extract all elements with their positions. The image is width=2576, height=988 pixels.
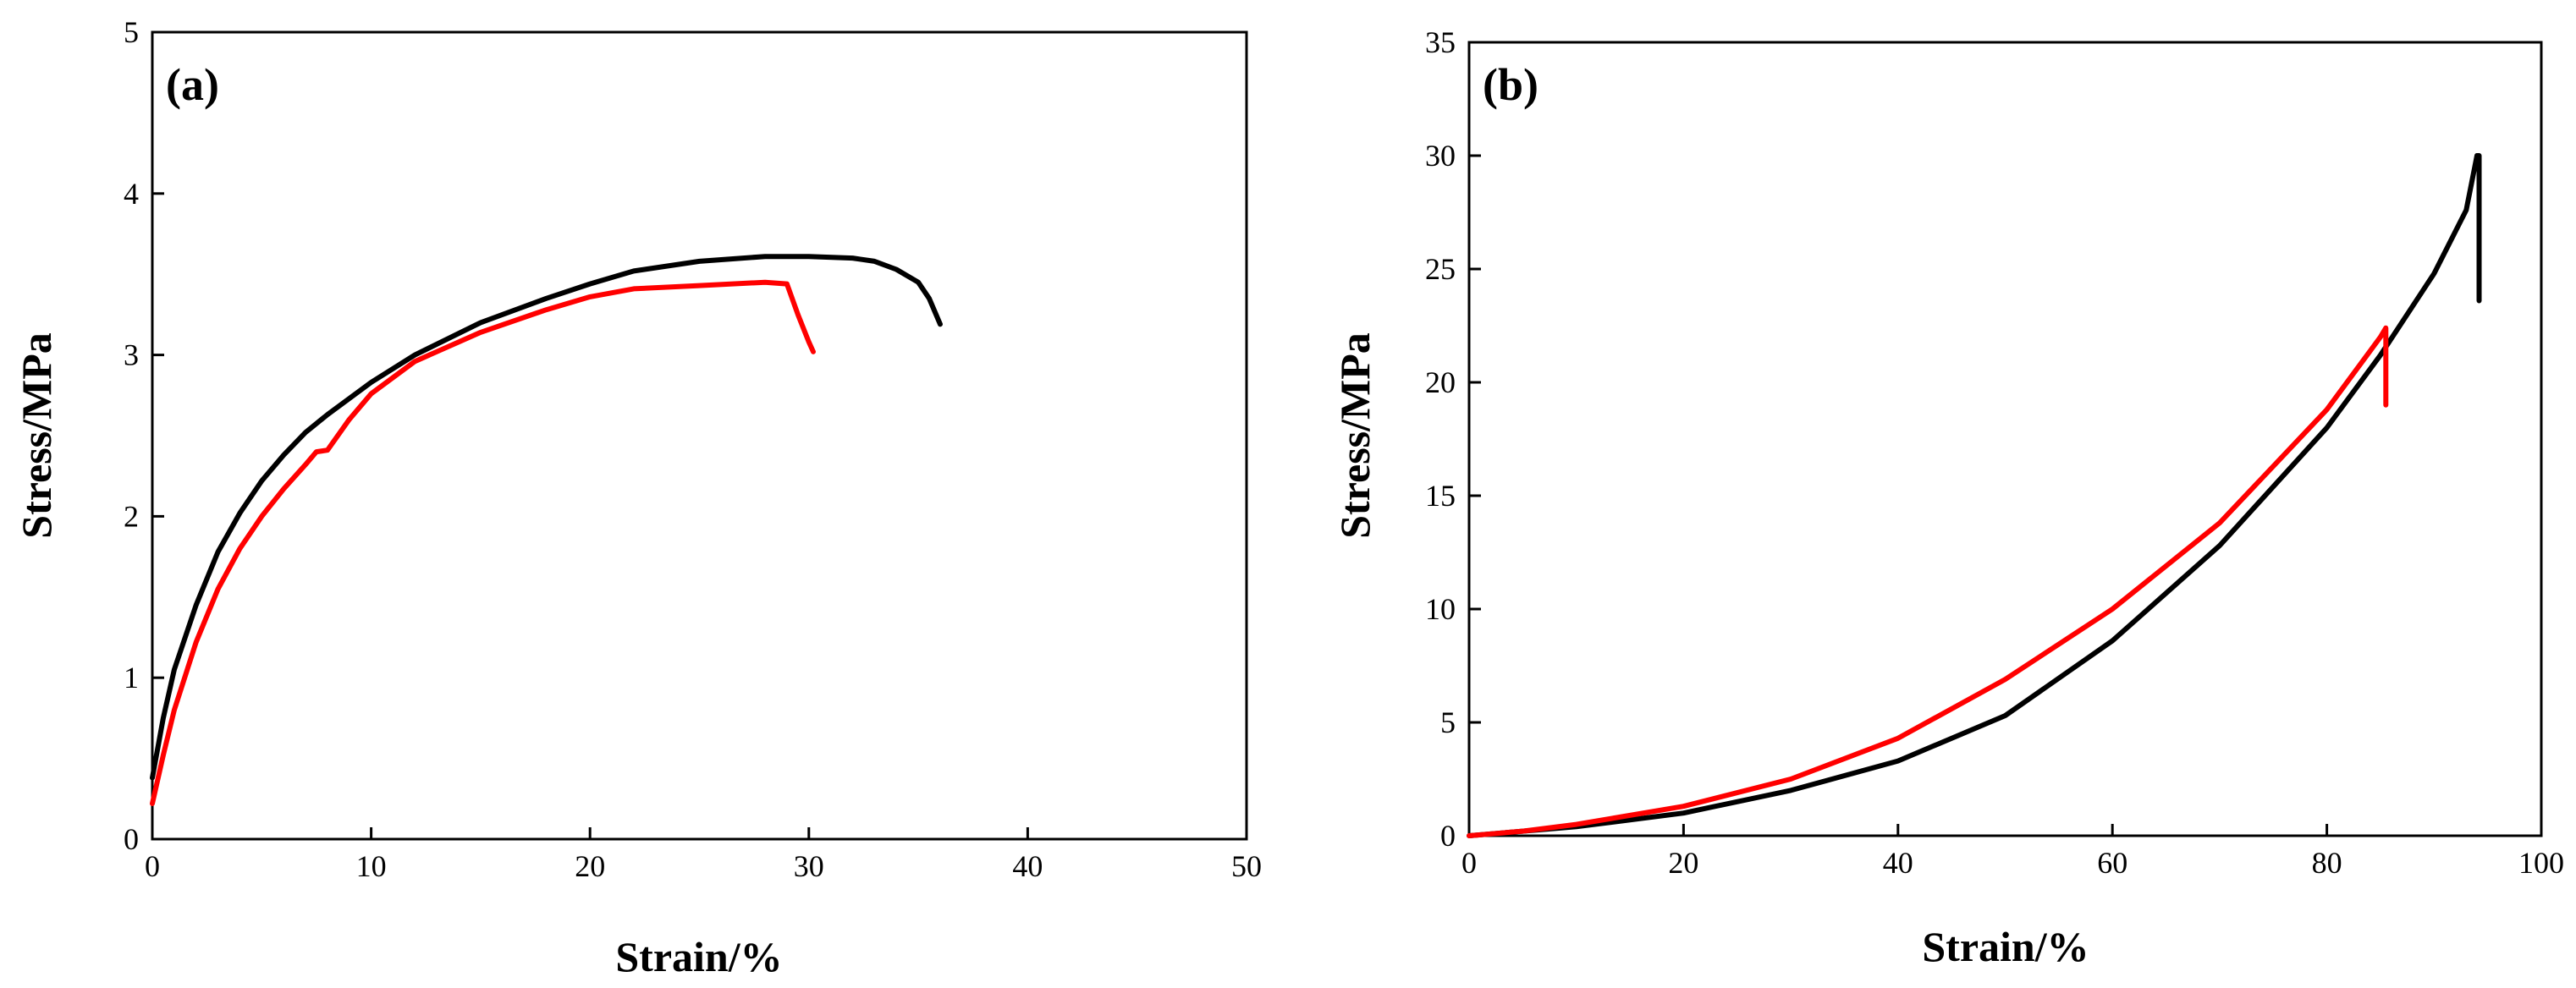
x-axis-ticks: 0 20 40 60 80 100 — [1461, 824, 2564, 880]
x-tick-label: 20 — [1668, 846, 1698, 880]
series-layer — [150, 254, 943, 806]
y-tick-label: 2 — [124, 499, 139, 533]
y-tick-label: 3 — [124, 338, 139, 372]
y-tick-label: 0 — [124, 822, 139, 856]
chart-panel-a: 0 10 20 30 40 50 0 1 2 3 4 5 (a) Strain/% Stress/M… — [13, 15, 1262, 980]
x-tick-label: 40 — [1012, 849, 1043, 883]
x-tick-label: 0 — [1461, 846, 1477, 880]
y-tick-label: 5 — [124, 15, 139, 49]
y-axis-label: Stress/MPa — [1331, 332, 1379, 538]
x-axis-ticks: 0 10 20 30 40 50 — [145, 827, 1262, 883]
series-line-black — [150, 254, 943, 781]
x-tick-label: 40 — [1883, 846, 1913, 880]
panel-label: (a) — [166, 59, 219, 110]
x-tick-label: 0 — [145, 849, 160, 883]
x-axis-label: Strain/% — [615, 933, 782, 980]
x-tick-label: 100 — [2518, 846, 2564, 880]
series-layer — [1467, 153, 2482, 838]
y-tick-label: 30 — [1425, 139, 1456, 173]
y-axis-label: Stress/MPa — [13, 332, 60, 538]
y-tick-label: 35 — [1425, 25, 1456, 59]
series-line-red — [150, 279, 816, 806]
y-axis-ticks: 0 1 2 3 4 5 — [124, 15, 164, 856]
y-tick-label: 4 — [124, 177, 139, 211]
x-axis-label: Strain/% — [1922, 923, 2089, 970]
y-tick-label: 0 — [1440, 819, 1456, 853]
y-tick-label: 15 — [1425, 479, 1456, 513]
y-axis-ticks: 0 5 10 15 20 25 30 35 — [1425, 25, 1481, 853]
x-tick-label: 80 — [2312, 846, 2342, 880]
y-tick-label: 20 — [1425, 365, 1456, 399]
plot-area-frame — [151, 30, 1248, 841]
x-tick-label: 10 — [356, 849, 387, 883]
panel-label: (b) — [1483, 59, 1538, 110]
x-tick-label: 60 — [2097, 846, 2127, 880]
y-tick-label: 1 — [124, 661, 139, 694]
y-tick-label: 25 — [1425, 252, 1456, 286]
y-tick-label: 10 — [1425, 592, 1456, 626]
series-line-red — [1467, 325, 2389, 838]
y-tick-label: 5 — [1440, 705, 1456, 739]
plot-area-frame — [1467, 41, 2543, 837]
chart-panel-b: 0 20 40 60 80 100 0 5 10 15 20 25 30 35 (b) Strain/%… — [1331, 25, 2564, 970]
x-tick-label: 50 — [1231, 849, 1262, 883]
x-tick-label: 30 — [794, 849, 824, 883]
x-tick-label: 20 — [575, 849, 605, 883]
series-line-black — [1467, 153, 2482, 838]
